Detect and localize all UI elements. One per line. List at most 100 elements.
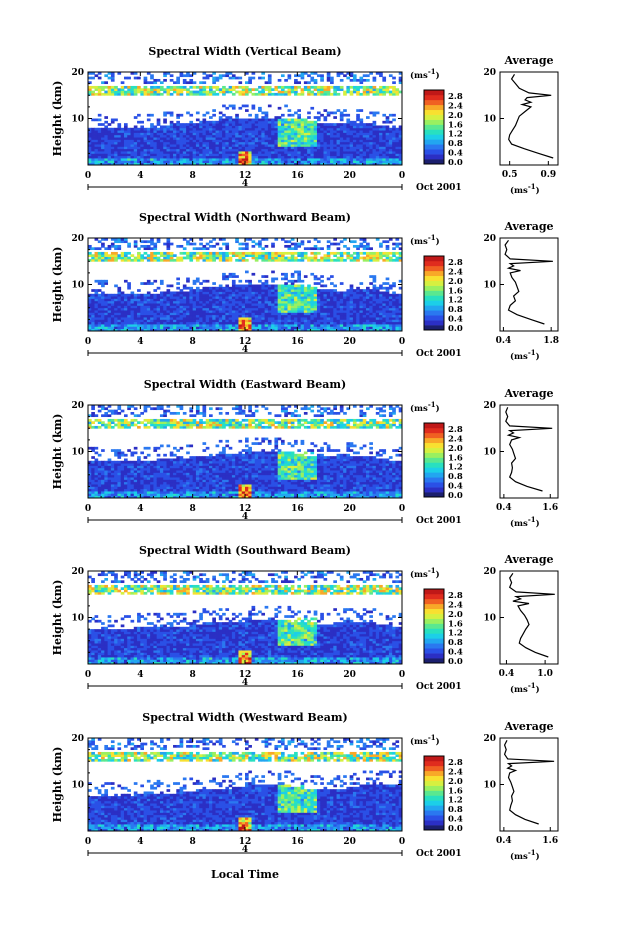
heatmap-cell [179,256,184,260]
heatmap-cell [333,293,337,297]
heatmap-cell [366,132,370,136]
heatmap-cell [110,88,115,91]
heatmap-cell [287,85,292,89]
heatmap-cell [120,293,125,297]
heatmap-cell [123,314,128,318]
heatmap-cell [169,158,174,161]
heatmap-cell [330,282,334,285]
heatmap-cell [287,113,292,117]
heatmap-cell [241,258,246,262]
heatmap-cell [313,321,318,325]
heatmap-cell [277,324,282,327]
heatmap-cell [388,324,393,327]
heatmap-cell [310,125,315,129]
heatmap-cell [169,85,174,89]
heatmap-cell [130,148,135,152]
heatmap-cell [192,158,197,161]
heatmap-cell [284,127,288,131]
heatmap-cell [310,328,315,332]
heatmap-cell [307,74,311,78]
heatmap-cell [218,286,223,290]
heatmap-cell [310,160,315,164]
heatmap-cell [140,254,144,257]
heatmap-cell [179,132,184,136]
heatmap-cell [267,141,272,145]
heatmap-cell [323,321,328,325]
heatmap-cell [173,123,177,126]
heatmap-cell [97,293,102,297]
heatmap-cell [130,291,135,295]
heatmap-cell [356,132,360,136]
heatmap-cell [182,146,187,150]
heatmap-cell [379,137,383,140]
heatmap-cell [123,310,128,313]
heatmap-cell [254,300,259,304]
heatmap-cell [176,76,180,80]
heatmap-cell [218,125,223,129]
heatmap-cell [277,90,282,94]
heatmap-cell [395,139,400,143]
heatmap-cell [245,270,249,274]
y-tick-label: 20 [71,234,84,244]
heatmap-cell [218,328,223,332]
heatmap-cell [153,305,158,309]
heatmap-cell [127,151,131,154]
heatmap-cell [366,293,370,297]
heatmap-cell [104,310,109,313]
heatmap-cell [199,123,203,126]
heatmap-cell [271,317,275,320]
heatmap-cell [333,303,337,306]
heatmap-cell [143,158,148,161]
heatmap-cell [352,125,357,129]
heatmap-cell [261,291,266,295]
heatmap-cell [169,139,174,143]
heatmap-cell [310,90,315,94]
heatmap-cell [97,160,102,164]
heatmap-cell [366,254,370,257]
heatmap-cell [104,90,109,94]
heatmap-cell [372,137,377,140]
heatmap-cell [104,120,109,124]
heatmap-cell [202,326,207,330]
heatmap-cell [238,127,243,131]
heatmap-cell [316,130,321,133]
colorbar-tick-label: 2.8 [448,258,463,268]
colorbar-swatch [424,129,444,135]
heatmap-cell [369,144,373,147]
heatmap-cell [189,314,194,318]
heatmap-cell [267,284,272,288]
heatmap-cell [316,300,321,304]
heatmap-cell [192,312,197,316]
heatmap-cell [284,104,288,108]
heatmap-cell [169,134,174,138]
heatmap-cell [372,312,377,316]
heatmap-cell [254,258,259,262]
heatmap-cell [254,289,259,292]
heatmap-cell [343,137,347,140]
heatmap-cell [277,134,282,138]
heatmap-cell [372,256,377,260]
heatmap-cell [88,321,92,325]
heatmap-cell [339,85,344,89]
heatmap-cell [336,85,341,89]
heatmap-cell [218,247,223,251]
heatmap-cell [290,291,295,295]
heatmap-cell [284,160,288,164]
heatmap-cell [362,153,367,157]
colorbar-swatch [424,325,444,331]
heatmap-cell [258,158,262,161]
heatmap-cell [231,282,236,285]
heatmap-cell [346,328,351,332]
heatmap-cell [238,120,243,124]
heatmap-cell [107,141,112,145]
heatmap-cell [228,258,233,262]
heatmap-cell [392,310,396,313]
heatmap-cell [88,137,92,140]
heatmap-cell [385,317,390,320]
heatmap-cell [369,321,373,325]
heatmap-cell [300,90,305,94]
heatmap-cell [94,155,99,159]
heatmap-cell [104,141,109,145]
heatmap-cell [101,88,105,91]
heatmap-cell [362,139,367,143]
